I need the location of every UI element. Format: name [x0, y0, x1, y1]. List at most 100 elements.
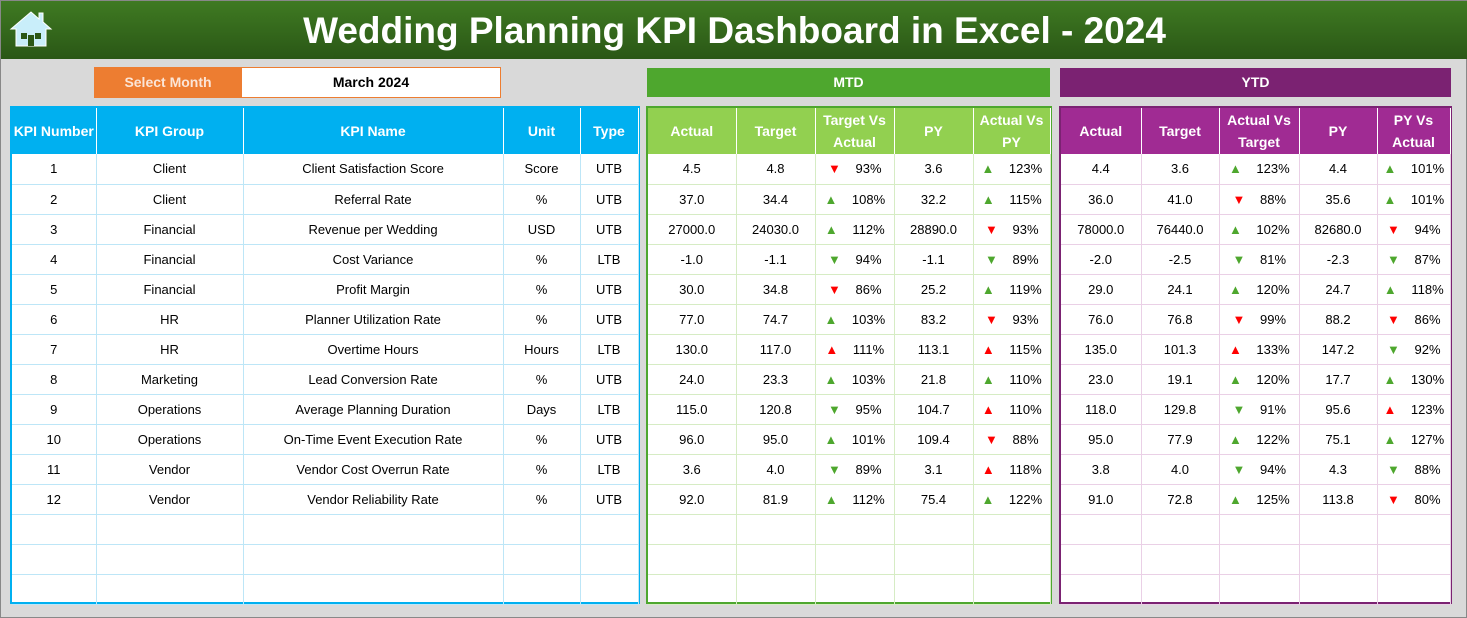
table-cell: 76440.0 [1141, 214, 1220, 245]
table-cell: 95.0 [736, 424, 816, 455]
table-cell: 113.1 [894, 334, 974, 365]
table-cell: UTB [580, 214, 639, 245]
empty-cell [736, 544, 816, 575]
ytd-table: Actual Target Actual Vs Target PY PY Vs Actu… [1059, 106, 1452, 605]
percent-value: 88% [1012, 431, 1039, 447]
table-cell: 3.6 [1141, 154, 1220, 185]
percent-value: 93% [855, 161, 882, 177]
arrow-up-icon: ▲ [1228, 371, 1242, 387]
table-cell: 77.0 [648, 304, 737, 335]
table-row: 10 Operations On-Time Event Execution Rate… [12, 424, 639, 455]
percent-value: 118% [1411, 281, 1444, 297]
comparison-cell: ▲ 108% [815, 184, 895, 215]
table-cell: 75.4 [894, 484, 974, 515]
empty-cell [648, 544, 737, 575]
column-header: Target [1141, 108, 1220, 154]
arrow-up-icon: ▲ [1383, 431, 1397, 447]
percent-value: 94% [855, 251, 882, 267]
table-cell: 25.2 [894, 274, 974, 305]
empty-cell [503, 544, 581, 575]
table-cell: 9 [12, 394, 97, 425]
table-cell: UTB [580, 424, 639, 455]
percent-value: 94% [1259, 461, 1287, 477]
table-cell: 3.1 [894, 454, 974, 485]
arrow-up-icon: ▲ [1228, 341, 1242, 357]
empty-cell [1141, 544, 1220, 575]
percent-value: 95% [855, 401, 882, 417]
comparison-cell: ▲ 130% [1377, 364, 1451, 395]
percent-value: 91% [1259, 401, 1287, 417]
table-cell: 75.1 [1299, 424, 1378, 455]
arrow-down-icon: ▼ [1387, 251, 1400, 267]
empty-cell [580, 544, 639, 575]
comparison-cell: ▲ 127% [1377, 424, 1451, 455]
table-cell: On-Time Event Execution Rate [243, 424, 504, 455]
comparison-cell: ▲ 119% [973, 274, 1051, 305]
percent-value: 103% [851, 311, 886, 327]
home-icon[interactable] [9, 9, 53, 49]
table-cell: Cost Variance [243, 244, 504, 275]
comparison-cell: ▼ 81% [1219, 244, 1300, 275]
table-cell: 41.0 [1141, 184, 1220, 215]
table-cell: 3 [12, 214, 97, 245]
table-cell: 91.0 [1061, 484, 1142, 515]
table-cell: 4.0 [736, 454, 816, 485]
column-header: PY [1299, 108, 1378, 154]
comparison-cell: ▲ 118% [973, 454, 1051, 485]
table-cell: LTB [580, 244, 639, 275]
column-header: PY [894, 108, 974, 154]
column-header: Target Vs Actual [815, 108, 895, 154]
table-cell: 147.2 [1299, 334, 1378, 365]
table-row: 4 Financial Cost Variance% LTB [12, 244, 639, 275]
arrow-up-icon: ▲ [824, 311, 838, 327]
table-cell: Marketing [96, 364, 244, 395]
comparison-cell: ▲ 101% [1377, 184, 1451, 215]
select-month-label: Select Month [94, 67, 242, 98]
table-cell: UTB [580, 304, 639, 335]
percent-value: 92% [1414, 341, 1441, 357]
arrow-up-icon: ▲ [981, 491, 995, 507]
arrow-down-icon: ▼ [985, 431, 998, 447]
table-row: 115.0 120.8 ▼ 95% 104.7 ▲ 110% [648, 394, 1051, 425]
table-cell: Profit Margin [243, 274, 504, 305]
table-cell: 23.3 [736, 364, 816, 395]
mtd-band: MTD [647, 68, 1050, 97]
table-cell: 113.8 [1299, 484, 1378, 515]
column-header: Actual Vs Target [1219, 108, 1300, 154]
comparison-cell: ▲ 123% [973, 154, 1051, 185]
arrow-up-icon: ▲ [1228, 221, 1242, 237]
percent-value: 119% [1009, 281, 1042, 297]
month-selector[interactable]: March 2024 [241, 67, 501, 98]
table-cell: 17.7 [1299, 364, 1378, 395]
column-header: Target [736, 108, 816, 154]
comparison-cell: ▲ 120% [1219, 364, 1300, 395]
percent-value: 125% [1256, 491, 1290, 507]
arrow-up-icon: ▲ [981, 401, 995, 417]
table-row: 30.0 34.8 ▼ 86% 25.2 ▲ 119% [648, 274, 1051, 305]
percent-value: 133% [1256, 341, 1290, 357]
table-cell: % [503, 304, 581, 335]
arrow-up-icon: ▲ [1383, 191, 1397, 207]
column-header: Actual [648, 108, 737, 154]
table-row: 2 Client Referral Rate% UTB [12, 184, 639, 215]
table-cell: USD [503, 214, 581, 245]
table-cell: Vendor [96, 454, 244, 485]
arrow-up-icon: ▲ [981, 161, 995, 177]
comparison-cell: ▲ 102% [1219, 214, 1300, 245]
table-cell: 4.3 [1299, 454, 1378, 485]
table-cell: 8 [12, 364, 97, 395]
column-header: Unit [503, 108, 581, 154]
empty-cell [580, 574, 639, 605]
table-row: 95.0 77.9 ▲ 122% 75.1 ▲ 127% [1061, 424, 1451, 455]
arrow-down-icon: ▼ [828, 461, 841, 477]
comparison-cell: ▼ 93% [815, 154, 895, 185]
empty-cell [815, 544, 895, 575]
comparison-cell: ▲ 103% [815, 304, 895, 335]
arrow-down-icon: ▼ [985, 221, 998, 237]
empty-cell [12, 574, 97, 605]
table-cell: 135.0 [1061, 334, 1142, 365]
table-cell: UTB [580, 274, 639, 305]
empty-cell [973, 514, 1051, 545]
arrow-up-icon: ▲ [824, 491, 838, 507]
percent-value: 99% [1259, 311, 1287, 327]
